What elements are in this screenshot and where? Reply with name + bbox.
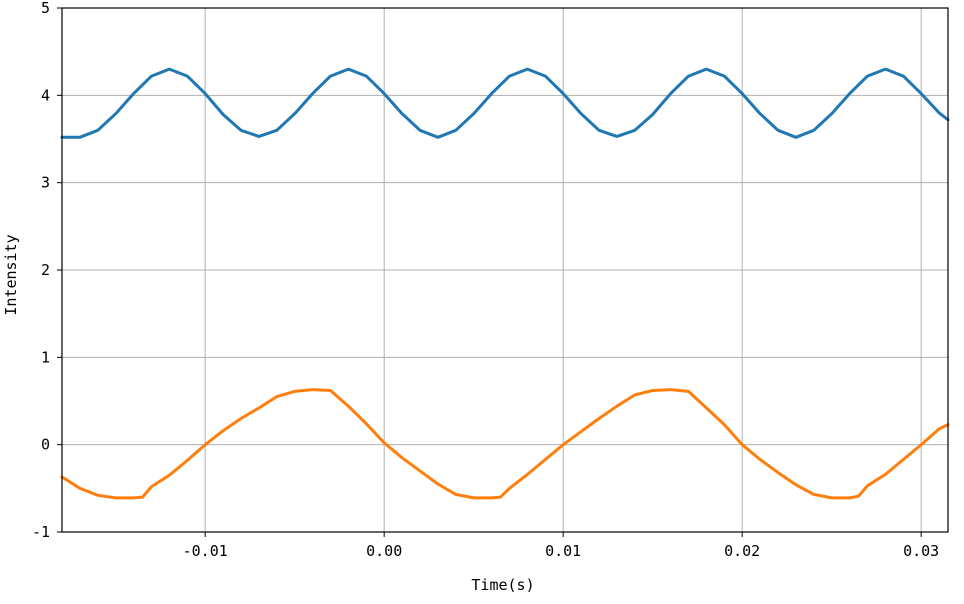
x-tick-label: 0.00 bbox=[366, 542, 402, 560]
y-tick-label: -1 bbox=[32, 523, 50, 541]
y-tick-label: 4 bbox=[41, 86, 50, 104]
x-tick-label: 0.02 bbox=[724, 542, 760, 560]
y-tick-label: 3 bbox=[41, 174, 50, 192]
series-line-1 bbox=[60, 67, 950, 139]
y-tick-label: 1 bbox=[41, 348, 50, 366]
y-tick-label: 0 bbox=[41, 436, 50, 454]
y-axis-ticks: -1 0 1 2 3 4 5 bbox=[32, 0, 62, 541]
y-axis-label: Intensity bbox=[2, 234, 20, 315]
y-tick-label: 2 bbox=[41, 261, 50, 279]
y-tick-label: 5 bbox=[41, 0, 50, 17]
x-tick-label: -0.01 bbox=[183, 542, 228, 560]
x-axis-ticks: -0.01 0.00 0.01 0.02 0.03 bbox=[183, 532, 939, 560]
x-tick-label: 0.01 bbox=[545, 542, 581, 560]
series-line-2 bbox=[60, 388, 950, 500]
series-layer bbox=[60, 67, 950, 500]
x-tick-label: 0.03 bbox=[903, 542, 939, 560]
x-axis-label: Time(s) bbox=[471, 576, 534, 594]
